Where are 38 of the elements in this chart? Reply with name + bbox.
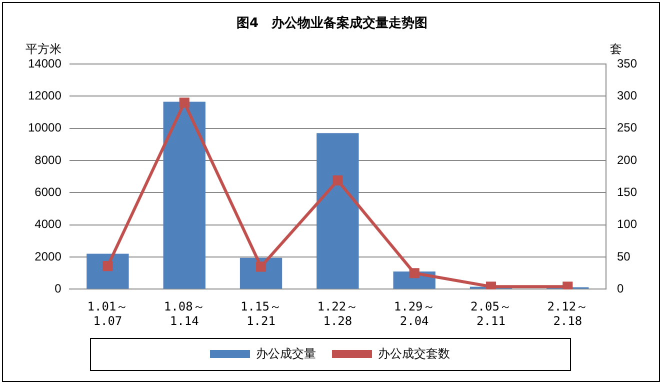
- x-tick-label: 1.01～ 1.07: [87, 300, 128, 328]
- legend-label: 办公成交量: [256, 346, 316, 360]
- point: [332, 175, 343, 186]
- y-tick-label: 8000: [34, 152, 62, 167]
- x-tick-label: 2.05～ 2.11: [470, 300, 512, 328]
- y2-tick-label: 100: [616, 217, 638, 232]
- y-tick-label: 2000: [34, 249, 62, 264]
- y2-axis-title: 套: [610, 42, 622, 56]
- point: [102, 261, 113, 272]
- y2-tick-label: 300: [616, 88, 638, 102]
- chart-title: 图4 办公物业备案成交量走势图: [235, 14, 429, 32]
- y-tick-label: 14000: [28, 56, 62, 70]
- point: [256, 262, 266, 272]
- legend-label: 办公成交套数: [378, 346, 450, 360]
- point: [562, 282, 573, 290]
- y2-tick-label: 150: [616, 185, 638, 199]
- point: [179, 98, 190, 108]
- bar: [86, 254, 129, 289]
- y-axis-title: 平方米: [25, 42, 62, 56]
- y-tick-label: 0: [54, 282, 62, 296]
- x-tick-label: 1.22～ 1.28: [317, 300, 358, 328]
- y2-tick-label: 350: [616, 56, 638, 70]
- y2-tick-label: 250: [616, 120, 638, 135]
- y2-tick-label: 200: [616, 152, 638, 167]
- y-tick-label: 10000: [28, 120, 62, 135]
- y2-tick-label: 50: [616, 249, 631, 264]
- x-tick-label: 2.12～ 2.18: [547, 300, 588, 328]
- x-tick-label: 1.08～ 1.14: [164, 300, 205, 328]
- y-tick-label: 4000: [34, 217, 62, 232]
- point: [486, 282, 496, 290]
- point: [409, 268, 420, 278]
- x-tick-label: 1.15～ 1.21: [240, 300, 282, 328]
- y-tick-label: 12000: [28, 88, 62, 102]
- bar: [163, 102, 206, 289]
- x-tick-label: 1.29～ 2.04: [394, 300, 435, 328]
- y-tick-label: 6000: [34, 185, 62, 199]
- y2-tick-label: 0: [616, 282, 624, 296]
- bar: [316, 133, 359, 289]
